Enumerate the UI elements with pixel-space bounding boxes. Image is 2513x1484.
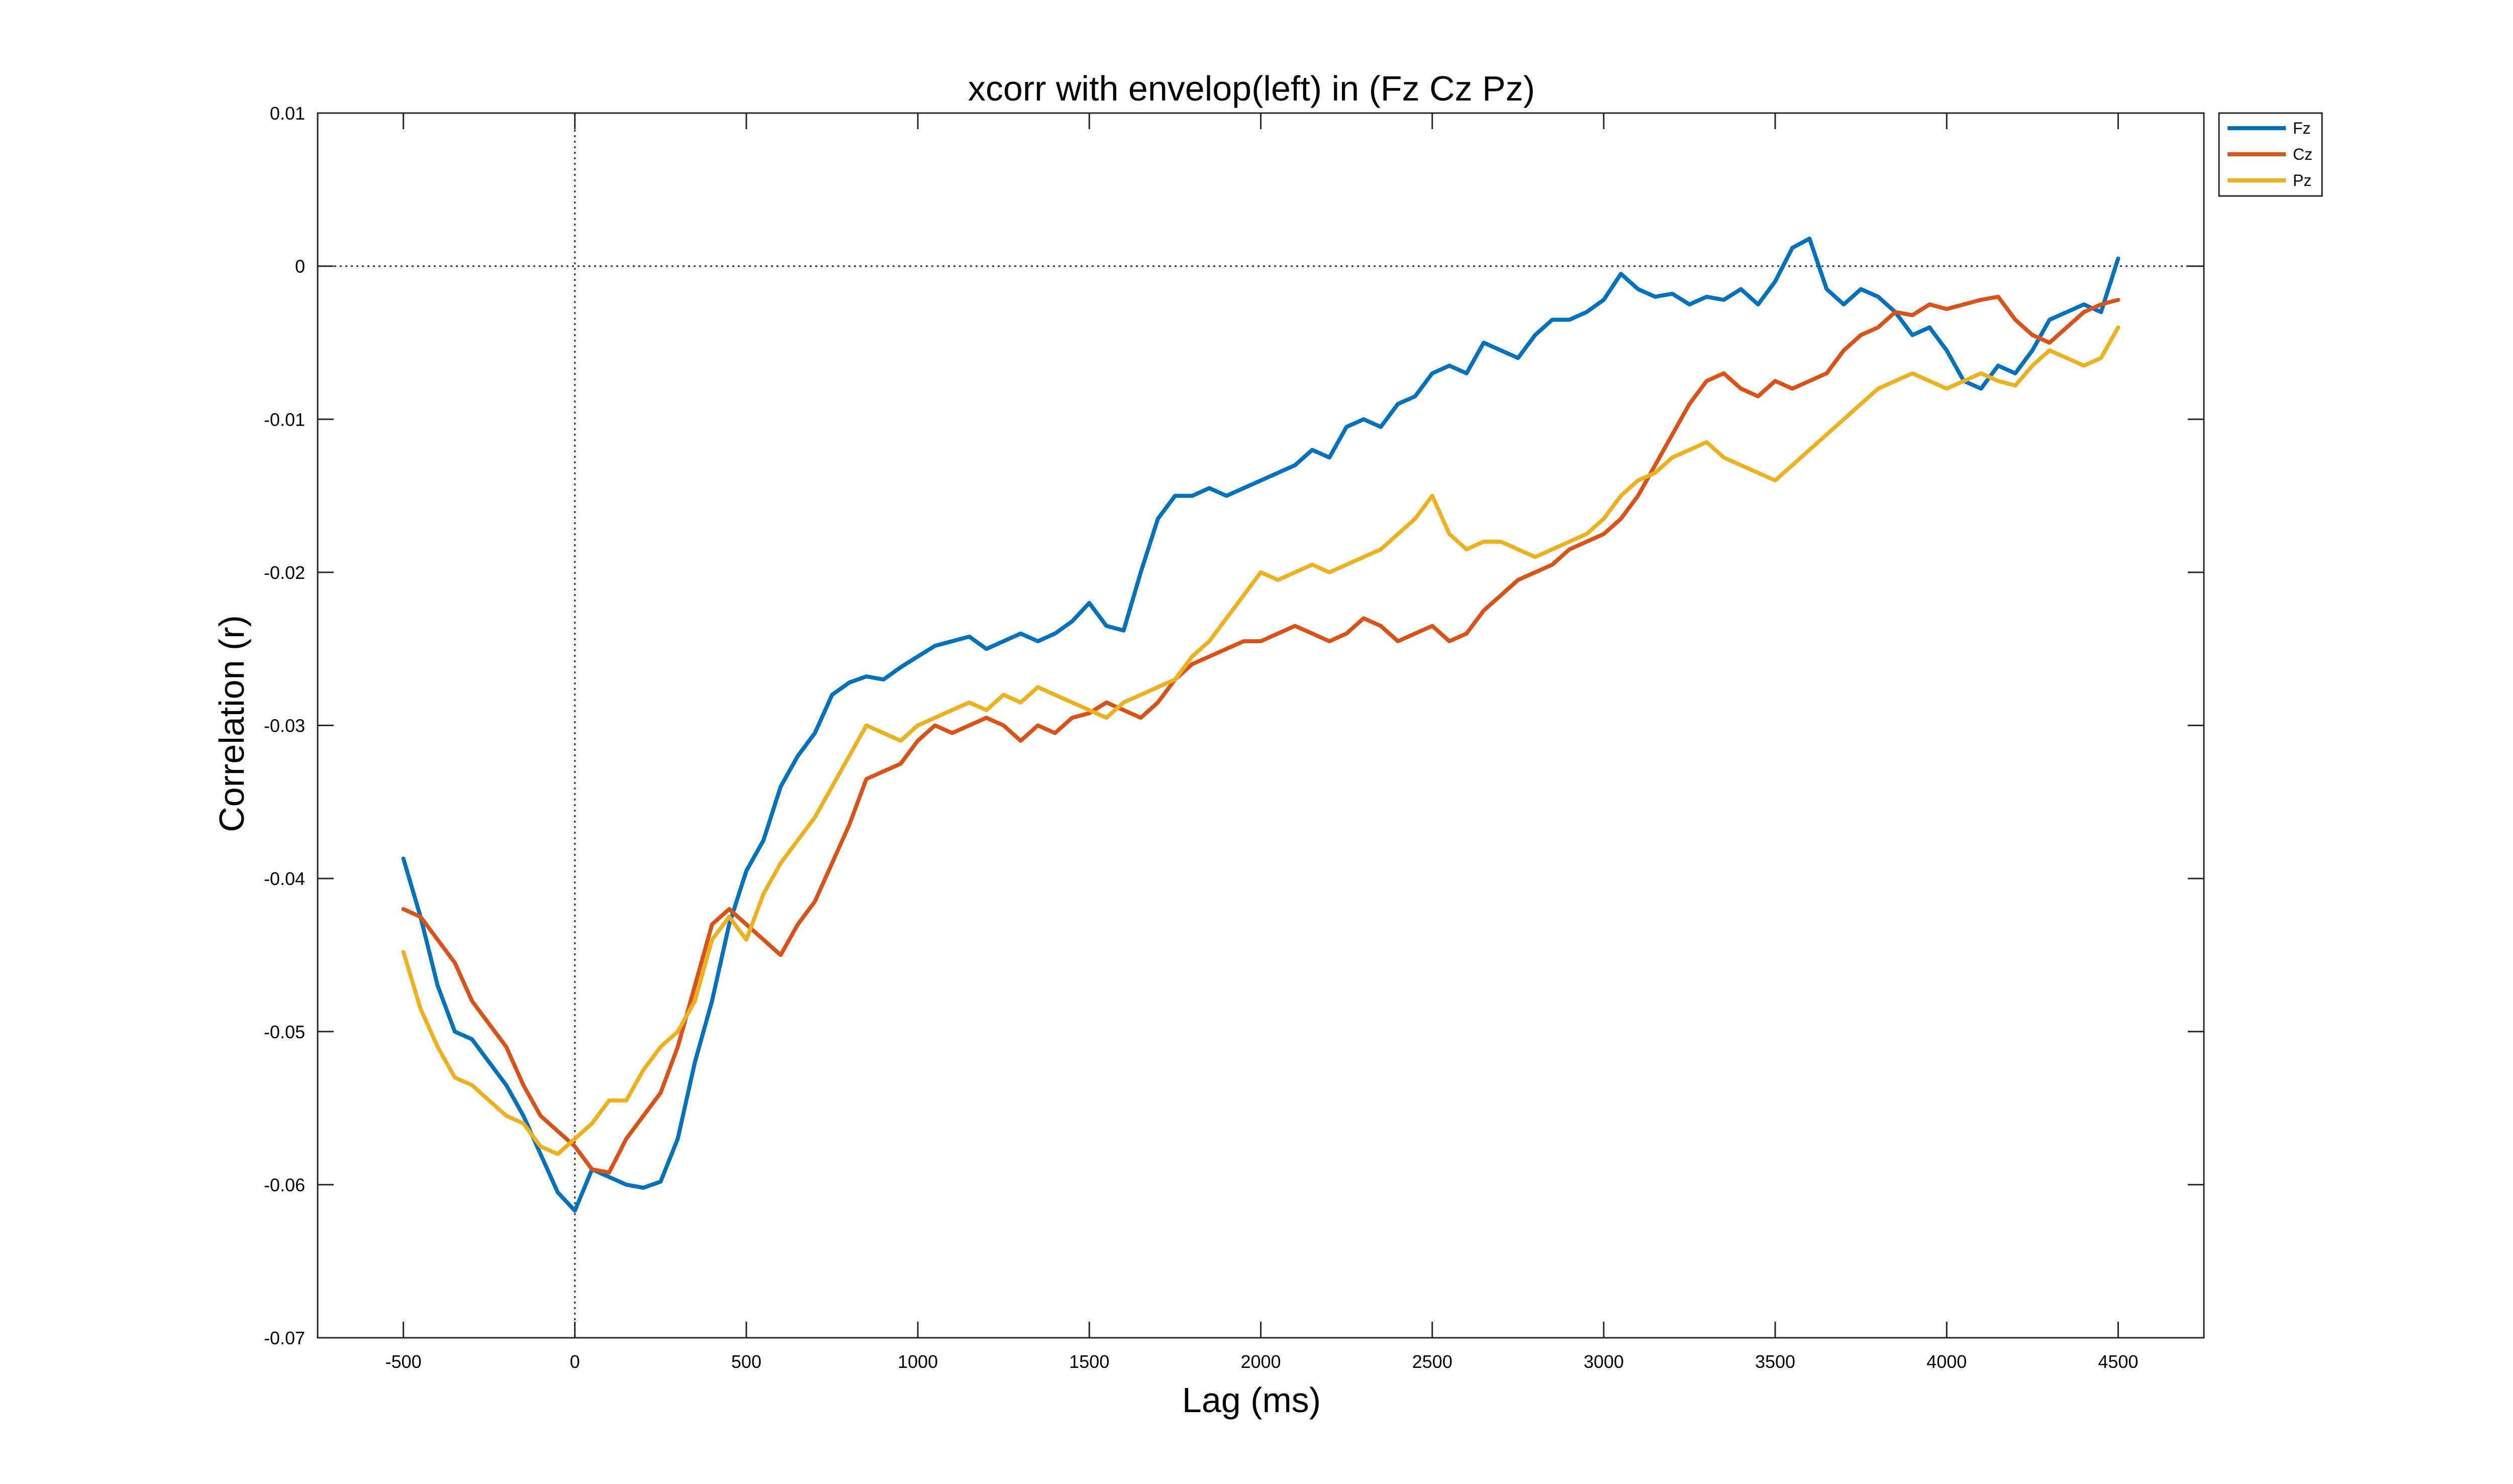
y-tick-label: -0.01: [264, 409, 305, 430]
x-tick-label: 1500: [1069, 1351, 1109, 1372]
legend-item-cz: Cz: [2228, 145, 2312, 163]
y-tick-label: -0.06: [264, 1174, 305, 1195]
y-tick-label: 0: [295, 256, 305, 277]
y-tick-label: -0.04: [264, 868, 305, 889]
legend: Fz Cz Pz: [2218, 112, 2323, 197]
reference-lines: [318, 113, 2204, 1338]
y-tick-label: 0.01: [270, 103, 305, 124]
chart-title: xcorr with envelop(left) in (Fz Cz Pz): [968, 69, 1535, 108]
legend-item-fz: Fz: [2228, 119, 2311, 137]
y-axis-label: Correlation (r): [212, 615, 251, 832]
x-tick-label: 2500: [1412, 1351, 1453, 1372]
legend-label: Pz: [2293, 171, 2311, 189]
x-tick-label: 2000: [1240, 1351, 1281, 1372]
x-axis-label: Lag (ms): [1182, 1380, 1321, 1420]
x-tick-label: 4000: [1926, 1351, 1967, 1372]
y-tick-label: -0.02: [264, 562, 305, 583]
series-line-pz: [401, 325, 2120, 1156]
x-tick-label: 0: [570, 1351, 580, 1372]
y-tick-label: -0.03: [264, 716, 305, 736]
x-axis: -500 0 500 1000 1500 2000 2500 3000 3500 4000 4500: [385, 113, 2138, 1372]
x-tick-label: 3000: [1584, 1351, 1624, 1372]
x-tick-label: -500: [385, 1351, 422, 1372]
legend-label: Fz: [2293, 119, 2311, 137]
x-tick-label: 500: [731, 1351, 761, 1372]
legend-label: Cz: [2293, 145, 2312, 163]
series-layer: [401, 236, 2120, 1213]
series-line-cz: [401, 294, 2120, 1174]
legend-item-pz: Pz: [2228, 171, 2311, 189]
x-tick-label: 4500: [2098, 1351, 2138, 1372]
y-tick-label: -0.05: [264, 1022, 305, 1042]
x-tick-label: 1000: [898, 1351, 938, 1372]
series-line-fz: [401, 236, 2120, 1213]
y-tick-label: -0.07: [264, 1328, 305, 1348]
y-axis: 0.01 0 -0.01 -0.02 -0.03 -0.04 -0.05 -0.06 -0.07: [264, 103, 2204, 1348]
x-tick-label: 3500: [1755, 1351, 1795, 1372]
